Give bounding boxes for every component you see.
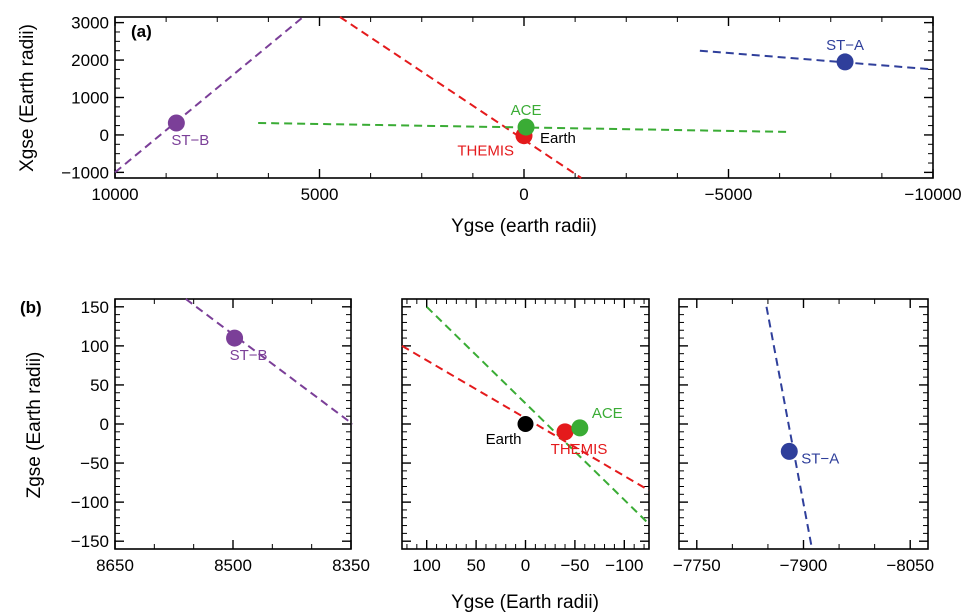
y-tick-label: 50 <box>90 376 109 395</box>
x-tick-label: 8350 <box>332 556 370 575</box>
point-st-a <box>836 53 854 71</box>
label-st-b: ST−B <box>230 347 268 364</box>
x-tick-label: −7750 <box>673 556 721 575</box>
point-st-b <box>167 114 185 132</box>
panel-b-ylabel: Zgse (Earth radii) <box>24 352 45 499</box>
point-st-b <box>226 329 244 347</box>
x-tick-label: 0 <box>519 185 528 204</box>
panel-b-right-frame <box>678 298 929 550</box>
x-tick-label: 100 <box>413 556 441 575</box>
trajectory-st-a <box>765 306 814 550</box>
label-st-b: ST−B <box>171 132 209 149</box>
panel-a-trajectories <box>114 16 934 179</box>
panel-b-center-points: Earth THEMIS ACE <box>486 405 623 458</box>
y-tick-label: −150 <box>71 532 109 551</box>
label-st-a: ST−A <box>826 37 864 54</box>
panel-a-tag: (a) <box>131 22 152 41</box>
label-earth: Earth <box>540 130 576 147</box>
x-tick-label: 10000 <box>91 185 138 204</box>
trajectory-st-b <box>185 298 354 425</box>
trajectory-st-b <box>114 16 304 174</box>
x-tick-label: −5000 <box>705 185 753 204</box>
x-tick-label: −100 <box>605 556 643 575</box>
panel-a-points: Earth ST−B THEMIS ACE ST−A <box>167 37 864 160</box>
x-tick-label: 8500 <box>214 556 252 575</box>
label-ace: ACE <box>592 405 623 422</box>
panel-a-xlabel: Ygse (earth radii) <box>451 216 597 237</box>
panel-b-tag: (b) <box>20 298 42 317</box>
y-tick-label: 0 <box>100 415 109 434</box>
panel-b-left: (b) 8650 8500 8350 150 100 50 0 −50 −100 −150 ST−… <box>20 298 370 575</box>
panel-b-left-trajectories <box>185 298 354 425</box>
panel-b-right-points: ST−A <box>780 442 839 467</box>
point-st-a <box>780 442 798 460</box>
y-tick-label: 3000 <box>71 14 109 33</box>
panel-b-right-trajectories <box>765 306 814 550</box>
panel-b-center: 100 50 0 −50 −100 Earth THEMIS ACE Ygse (Earth… <box>401 298 650 613</box>
label-themis: THEMIS <box>551 441 608 458</box>
x-tick-label: 50 <box>467 556 486 575</box>
panel-b-xlabel: Ygse (Earth radii) <box>451 592 599 613</box>
label-ace: ACE <box>511 102 542 119</box>
label-st-a: ST−A <box>801 450 839 467</box>
x-tick-label: 0 <box>521 556 530 575</box>
trajectory-st-a <box>699 49 934 71</box>
panel-b-left-ticks: 8650 8500 8350 150 100 50 0 −50 −100 −150 <box>71 298 370 575</box>
x-tick-label: 8650 <box>96 556 134 575</box>
point-ace <box>517 118 535 136</box>
panel-a: (a) 10000 5000 0 −5000 −100003000200010000−1… <box>17 14 962 237</box>
panel-a-ylabel: Xgse (Earth radii) <box>17 24 38 172</box>
y-tick-label: 100 <box>81 337 109 356</box>
point-earth <box>517 416 534 432</box>
y-tick-label: 150 <box>81 298 109 317</box>
trajectory-themis <box>339 16 582 179</box>
panel-b-right-ticks: −7750 −7900 −8050 <box>673 298 934 575</box>
y-tick-label: −1000 <box>61 163 109 182</box>
x-tick-label: −8050 <box>886 556 934 575</box>
y-tick-label: 0 <box>100 126 109 145</box>
panel-b-right: −7750 −7900 −8050 ST−A <box>673 298 934 575</box>
y-tick-label: −50 <box>80 454 109 473</box>
label-themis: THEMIS <box>457 143 514 160</box>
panel-b-center-ticks: 100 50 0 −50 −100 <box>402 298 649 575</box>
x-tick-label: 5000 <box>301 185 339 204</box>
y-tick-label: 2000 <box>71 51 109 70</box>
point-ace <box>571 419 589 437</box>
x-tick-label: −7900 <box>780 556 828 575</box>
panel-b-left-points: ST−B <box>226 329 268 364</box>
y-tick-label: −100 <box>71 493 109 512</box>
point-themis <box>556 423 574 441</box>
x-tick-label: −10000 <box>904 185 961 204</box>
y-tick-label: 1000 <box>71 89 109 108</box>
label-earth: Earth <box>486 431 522 448</box>
panel-a-frame <box>114 16 934 179</box>
x-tick-label: −50 <box>560 556 589 575</box>
